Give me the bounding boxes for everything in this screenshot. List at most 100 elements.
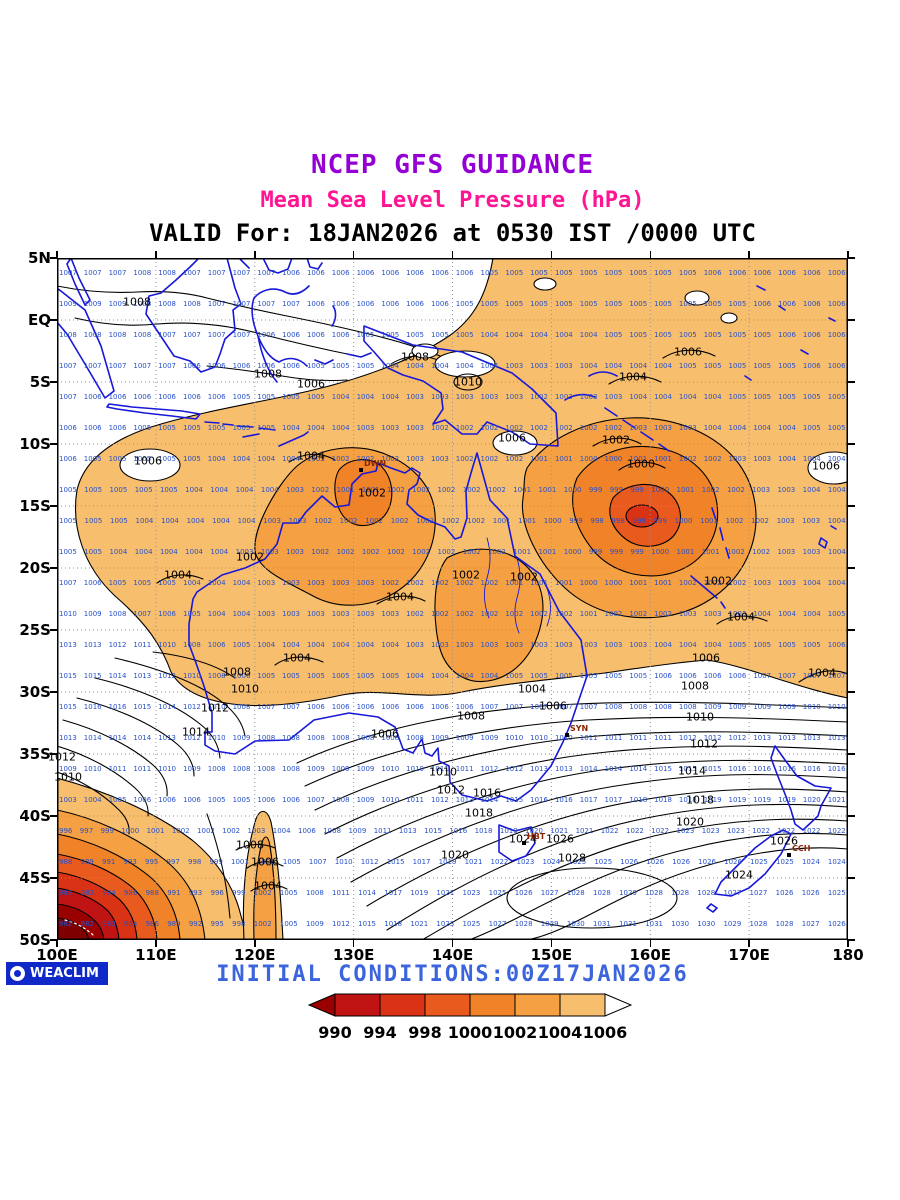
grid-value: 1015 <box>703 765 722 773</box>
grid-value: 996 <box>210 889 224 897</box>
borneo-coastline <box>145 258 242 373</box>
grid-value: 1008 <box>678 703 697 711</box>
grid-value: 1003 <box>802 517 821 525</box>
grid-value: 1002 <box>253 920 272 928</box>
grid-value: 1003 <box>579 641 598 649</box>
grid-value: 1031 <box>645 920 663 928</box>
grid-value: 1011 <box>108 765 127 773</box>
contour-label: 1006 <box>674 345 702 359</box>
grid-value: 1005 <box>530 269 548 277</box>
lon-tick-label: 160E <box>629 946 672 964</box>
grid-values-row: 982 982 983 984 986 989 992 995 998 1002 1005 1009 1… <box>59 920 846 929</box>
grid-value: 1001 <box>579 610 598 618</box>
contour-label: 1004 <box>727 610 755 624</box>
grid-value: 1009 <box>182 765 201 773</box>
grid-value: 1002 <box>455 579 474 587</box>
grid-value: 1005 <box>257 424 276 432</box>
grid-value: 1007 <box>282 703 300 711</box>
grid-value: 1012 <box>728 734 747 742</box>
grid-value: 1004 <box>381 362 400 370</box>
contour-label: 1012 <box>201 701 229 715</box>
grid-value: 1008 <box>282 734 300 742</box>
grid-value: 1002 <box>336 548 355 556</box>
grid-value: 1012 <box>158 672 177 680</box>
contour-label: 1004 <box>518 682 546 696</box>
grid-value: 1001 <box>676 486 695 494</box>
grid-value: 1007 <box>827 672 846 680</box>
grid-value: 1002 <box>480 455 499 463</box>
grid-value: 1005 <box>629 331 648 339</box>
grid-lines <box>57 258 848 940</box>
lat-tick-label: 50S <box>19 931 51 949</box>
grid-value: 1004 <box>161 517 179 525</box>
grid-value: 1016 <box>83 703 102 711</box>
grid-value: 1016 <box>554 796 573 804</box>
grid-value: 998 <box>232 920 246 928</box>
axis-tick <box>155 251 157 258</box>
grid-value: 1008 <box>232 703 251 711</box>
grid-value: 1002 <box>530 393 548 401</box>
grid-value: 1001 <box>701 548 720 556</box>
grid-value: 1009 <box>108 300 127 308</box>
grid-value: 1006 <box>232 672 251 680</box>
grid-value: 999 <box>609 548 624 556</box>
grid-value: 1010 <box>381 765 400 773</box>
grid-value: 1029 <box>540 920 559 928</box>
grid-value: 1005 <box>207 796 226 804</box>
station-label-syn: SYN <box>570 724 589 733</box>
axis-tick <box>848 753 855 755</box>
grid-value: 1009 <box>305 920 324 928</box>
grid-value: 1013 <box>455 796 474 804</box>
contour-label: 1018 <box>686 793 714 807</box>
grid-value: 998 <box>611 517 625 525</box>
grid-value: 1004 <box>406 362 424 370</box>
grid-value: 999 <box>100 827 114 835</box>
grid-value: 1005 <box>232 796 251 804</box>
grid-value: 1009 <box>480 734 499 742</box>
bismarck-islands <box>564 371 618 401</box>
initial-conditions-line: INITIAL CONDITIONS:00Z17JAN2026 <box>216 962 689 987</box>
grid-value: 1002 <box>751 517 769 525</box>
grid-value: 1003 <box>256 858 275 866</box>
grid-value: 1012 <box>505 765 524 773</box>
grid-value: 1000 <box>543 517 562 525</box>
grid-values-row: 1006 1005 1005 1005 1005 1005 1004 1004 1004 1004… <box>59 455 846 464</box>
lat-tick-label: 5S <box>29 373 51 391</box>
grid-value: 1021 <box>464 858 483 866</box>
grid-values-row: 1013 1014 1014 1014 1013 1012 1010 1009 1008 1008… <box>59 734 846 743</box>
grid-value: 1027 <box>723 889 742 897</box>
grid-values-row: 1006 1006 1006 1005 1005 1005 1005 1005 1005 1004… <box>59 424 846 433</box>
grid-value: 1010 <box>182 672 201 680</box>
grid-value: 1005 <box>282 858 301 866</box>
grid-value: 1004 <box>257 455 276 463</box>
axis-tick <box>50 443 57 445</box>
grid-value: 999 <box>232 889 246 897</box>
grid-value: 1007 <box>257 703 276 711</box>
contour-label: 1024 <box>509 832 537 846</box>
grid-value: 1029 <box>723 920 742 928</box>
legend-color-cell <box>379 993 426 1017</box>
grid-value: 1008 <box>381 734 400 742</box>
grid-value: 1004 <box>629 362 648 370</box>
grid-value: 1009 <box>728 703 747 711</box>
grid-value: 1027 <box>801 920 820 928</box>
grid-value: 1022 <box>752 827 771 835</box>
grid-value: 1005 <box>827 393 846 401</box>
grid-value: 1006 <box>331 331 350 339</box>
legend-tick-label: 1004 <box>538 1023 583 1042</box>
grid-value: 1010 <box>802 703 821 711</box>
grid-value: 1000 <box>121 827 140 835</box>
grid-value: 1007 <box>257 300 276 308</box>
grid-value: 999 <box>588 486 603 494</box>
contour-label: 1020 <box>676 815 704 829</box>
grid-values-row: 1015 1016 1016 1015 1014 1012 1010 1008 1007 1007… <box>59 703 846 712</box>
contour-label: 1018 <box>465 806 493 820</box>
contour-label: 1002 <box>510 570 538 584</box>
grid-value: 1003 <box>678 424 697 432</box>
grid-value: 1003 <box>257 610 276 618</box>
axis-tick <box>848 815 855 817</box>
grid-value: 1026 <box>514 889 533 897</box>
grid-value: 1004 <box>554 331 573 339</box>
axis-tick <box>848 505 855 507</box>
grid-value: 1001 <box>676 548 695 556</box>
